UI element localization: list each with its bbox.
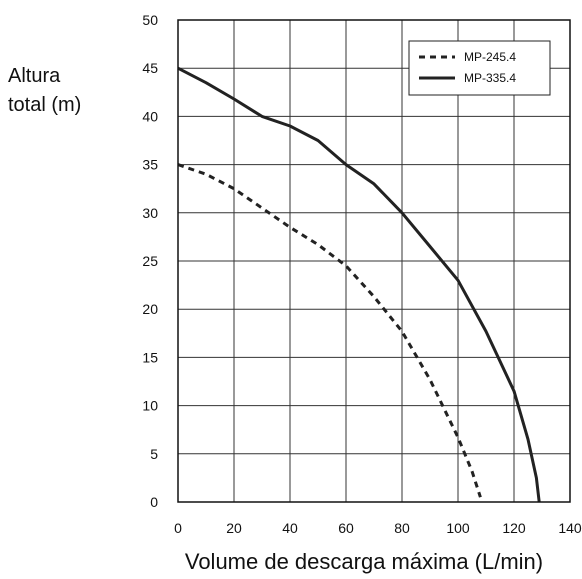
y-tick-label-45: 45 (142, 60, 158, 76)
y-tick-label-35: 35 (142, 157, 158, 173)
y-axis-label-line-2: total (m) (8, 94, 81, 116)
y-tick-label-50: 50 (142, 12, 158, 28)
x-tick-label-120: 120 (502, 520, 526, 536)
y-axis-label-line-1: Altura (8, 65, 61, 87)
grid (177, 19, 571, 503)
y-tick-label-15: 15 (142, 349, 158, 365)
x-tick-label-140: 140 (558, 520, 582, 536)
y-tick-label-40: 40 (142, 108, 158, 124)
y-tick-label-25: 25 (142, 253, 158, 269)
y-tick-label-0: 0 (150, 494, 158, 510)
legend-entry-mp-335-4: MP-335.4 (464, 71, 516, 85)
legend: MP-245.4 MP-335.4 (408, 40, 551, 96)
x-tick-label-100: 100 (446, 520, 470, 536)
x-axis-label: Volume de descarga máxima (L/min) (185, 549, 543, 574)
y-tick-label-30: 30 (142, 205, 158, 221)
y-tick-label-20: 20 (142, 301, 158, 317)
x-tick-label-60: 60 (338, 520, 354, 536)
series-line-mp-245-4 (177, 163, 482, 498)
x-tick-label-40: 40 (282, 520, 298, 536)
plot-frame (177, 19, 571, 503)
x-tick-label-20: 20 (226, 520, 242, 536)
y-tick-label-10: 10 (142, 398, 158, 414)
series-line-mp-335-4 (177, 66, 541, 503)
y-tick-label-5: 5 (150, 446, 158, 462)
legend-box (408, 40, 551, 96)
axis-ticks: 0 20 40 60 80 100 120 140 0 5 10 15 20 25 30 35 40 45 50 (142, 12, 581, 536)
legend-entry-mp-245-4: MP-245.4 (464, 50, 516, 64)
series-lines (177, 66, 541, 503)
x-tick-label-80: 80 (394, 520, 410, 536)
x-tick-label-0: 0 (174, 520, 182, 536)
y-axis-label: Altura total (m) (8, 65, 81, 116)
